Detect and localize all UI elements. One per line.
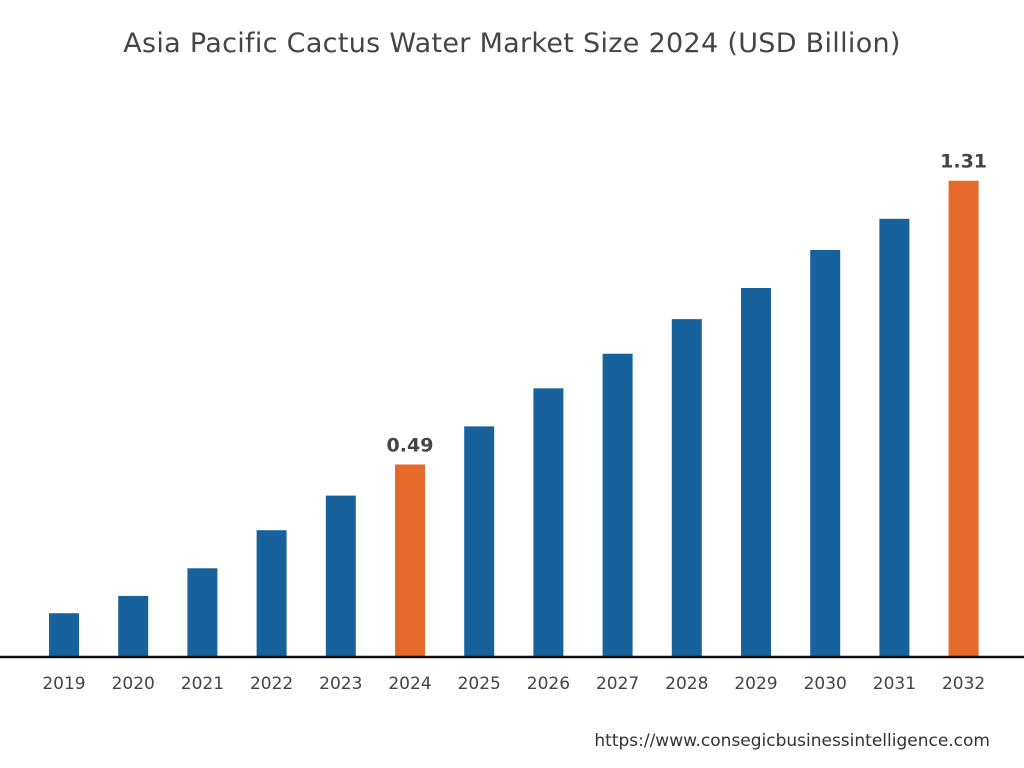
x-tick-label: 2027 <box>596 674 639 694</box>
bar-2032 <box>948 180 979 658</box>
x-tick-label: 2025 <box>458 674 501 694</box>
x-tick-label: 2026 <box>527 674 570 694</box>
x-tick-label: 2019 <box>42 674 85 694</box>
source-url: https://www.consegicbusinessintelligence… <box>594 731 990 751</box>
bar-2030 <box>810 249 841 657</box>
x-tick-label: 2022 <box>250 674 293 694</box>
data-label-2032: 1.31 <box>940 151 987 173</box>
x-tick-label: 2024 <box>388 674 431 694</box>
bar-2028 <box>671 319 702 657</box>
bar-2023 <box>325 495 356 657</box>
x-tick-label: 2031 <box>873 674 916 694</box>
bar-2020 <box>118 595 149 657</box>
bar-2019 <box>49 613 79 657</box>
bar-2021 <box>187 568 218 657</box>
bar-2027 <box>602 353 633 657</box>
x-tick-label: 2028 <box>665 674 708 694</box>
x-tick-label: 2030 <box>804 674 847 694</box>
data-label-2024: 0.49 <box>387 434 434 456</box>
x-tick-label: 2032 <box>942 674 985 694</box>
bar-2022 <box>256 530 287 657</box>
x-tick-label: 2023 <box>319 674 362 694</box>
x-tick-label: 2020 <box>112 674 155 694</box>
bar-2031 <box>879 218 910 658</box>
bar-2024 <box>395 464 425 657</box>
bar-2026 <box>533 388 564 657</box>
chart-title: Asia Pacific Cactus Water Market Size 20… <box>123 28 901 59</box>
bar-2029 <box>741 288 771 657</box>
x-tick-label: 2021 <box>181 674 224 694</box>
bar-2025 <box>464 426 495 657</box>
x-tick-label: 2029 <box>734 674 777 694</box>
